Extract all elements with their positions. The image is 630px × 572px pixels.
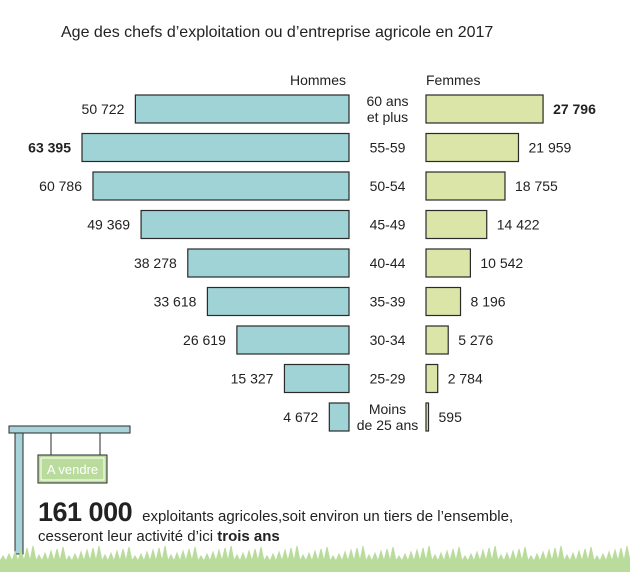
bar-hommes-1: [81, 132, 350, 163]
label-femmes-2: 18 755: [515, 178, 558, 194]
label-hommes-1: 63 395: [28, 140, 71, 156]
label-femmes-4: 10 542: [480, 255, 523, 271]
category-label-3: 45-49: [370, 217, 406, 233]
bar-femmes-7: [425, 363, 439, 394]
bar-femmes-1: [425, 132, 520, 163]
sign-label: A vendre: [47, 462, 98, 477]
sign-panel: [37, 454, 108, 484]
footer-emphasis: trois ans: [217, 528, 280, 545]
label-hommes-2: 60 786: [39, 178, 82, 194]
label-hommes-5: 33 618: [154, 294, 197, 310]
grass-blades: [0, 545, 630, 563]
category-label-2: 50-54: [370, 178, 406, 194]
category-label-5: 35-39: [370, 294, 406, 310]
label-femmes-3: 14 422: [497, 217, 540, 233]
bar-femmes-4: [425, 248, 471, 278]
legend-femmes: Femmes: [426, 72, 480, 88]
sign-arm: [8, 425, 131, 434]
grass-base: [0, 560, 630, 572]
bar-femmes-3: [425, 209, 488, 240]
sign-post: [14, 425, 24, 555]
label-femmes-5: 8 196: [471, 294, 506, 310]
category-label-4: 40-44: [370, 255, 406, 271]
category-label-7: 25-29: [370, 371, 406, 387]
label-femmes-6: 5 276: [458, 332, 493, 348]
label-hommes-7: 15 327: [231, 371, 274, 387]
footer-line-2: cesseront leur activité d’ici trois ans: [38, 528, 618, 545]
label-hommes-8: 4 672: [283, 409, 318, 425]
label-femmes-1: 21 959: [528, 140, 571, 156]
grass-decoration: [0, 545, 630, 572]
bar-femmes-8: [425, 402, 430, 432]
footer-line-1: 161 000 exploitants agricoles,soit envir…: [38, 497, 618, 528]
label-hommes-3: 49 369: [87, 217, 130, 233]
bar-hommes-2: [92, 171, 350, 201]
sign-panel-inner: [40, 457, 105, 481]
bar-hommes-6: [236, 325, 350, 355]
label-hommes-4: 38 278: [134, 255, 177, 271]
bar-femmes-6: [425, 325, 449, 355]
chart-title: Age des chefs d’exploitation ou d’entrep…: [61, 24, 493, 41]
bar-hommes-3: [140, 209, 350, 240]
footer-line2-text: cesseront leur activité d’ici: [38, 528, 218, 545]
bar-femmes-2: [425, 171, 506, 201]
bar-hommes-5: [206, 286, 350, 317]
footer-count: 161 000: [38, 497, 133, 527]
label-femmes-0: 27 796: [553, 101, 596, 117]
bar-hommes-7: [283, 363, 350, 394]
footer-description: exploitants agricoles,soit environ un ti…: [142, 508, 514, 525]
bar-femmes-0: [425, 94, 544, 124]
label-hommes-6: 26 619: [183, 332, 226, 348]
bar-hommes-8: [328, 402, 350, 432]
label-hommes-0: 50 722: [82, 101, 125, 117]
bar-femmes-5: [425, 286, 462, 317]
category-label-0: 60 ans et plus: [366, 93, 408, 125]
bar-hommes-4: [187, 248, 350, 278]
category-label-6: 30-34: [370, 332, 406, 348]
footer-note: 161 000 exploitants agricoles,soit envir…: [38, 497, 618, 545]
label-femmes-8: 595: [439, 409, 463, 425]
label-femmes-7: 2 784: [448, 371, 483, 387]
legend-hommes: Hommes: [290, 72, 346, 88]
for-sale-sign-icon: A vendre: [8, 425, 131, 555]
bar-hommes-0: [134, 94, 350, 124]
category-label-8: Moins de 25 ans: [357, 401, 419, 433]
bars-layer: 50 722 27 796 60 ans et plus 63 395 21 959 55-…: [28, 93, 596, 433]
category-label-1: 55-59: [370, 140, 406, 156]
